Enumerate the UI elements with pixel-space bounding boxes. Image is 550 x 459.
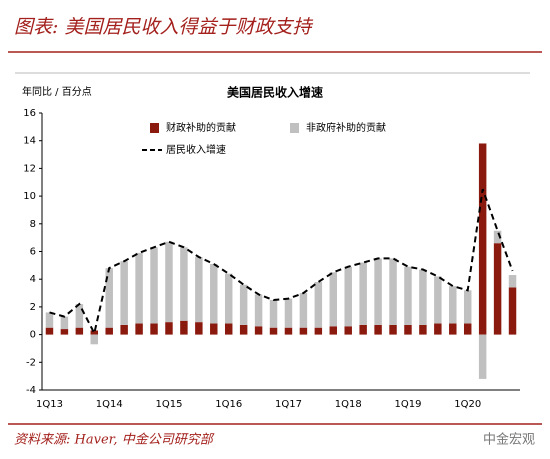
x-tick-label: 1Q19	[394, 399, 421, 410]
watermark: 中金宏观	[483, 432, 535, 448]
bar	[135, 323, 143, 335]
bar	[359, 262, 367, 325]
bar	[90, 334, 99, 345]
line	[49, 188, 514, 337]
bar	[284, 298, 293, 328]
bar	[239, 284, 248, 325]
x-tick-label: 1Q16	[215, 399, 242, 410]
bar	[45, 312, 54, 328]
bar	[449, 323, 457, 335]
legend-label: 居民收入增速	[166, 143, 226, 156]
chart-title: 美国居民收入增速	[227, 85, 323, 100]
x-tick-label: 1Q13	[36, 399, 63, 410]
bar	[165, 241, 173, 323]
bar	[329, 272, 338, 327]
x-tick-label: 1Q14	[96, 399, 123, 410]
x-tick-label: 1Q17	[275, 399, 302, 410]
x-tick-label: 1Q20	[454, 399, 481, 410]
bar	[75, 327, 84, 335]
bar	[105, 268, 113, 328]
bar	[195, 322, 203, 335]
bar	[150, 323, 158, 335]
bar	[434, 276, 442, 324]
bar	[389, 258, 397, 325]
legend-swatch	[150, 123, 159, 133]
bar	[359, 324, 367, 335]
bar	[463, 323, 472, 335]
legend-swatch	[290, 123, 299, 133]
bar	[419, 324, 427, 335]
bar	[389, 324, 397, 335]
y-axis-label: 年同比 / 百分点	[22, 85, 92, 98]
bar	[224, 323, 233, 335]
bar	[180, 320, 188, 335]
bar	[254, 294, 263, 327]
bar	[508, 275, 517, 288]
y-tick-label: 4	[30, 274, 36, 285]
bar	[374, 258, 382, 325]
bar	[210, 323, 218, 335]
page-title: 图表: 美国居民收入得益于财政支持	[14, 16, 313, 38]
legend-label: 非政府补助的贡献	[306, 121, 386, 134]
bar	[60, 316, 69, 330]
y-tick-label: 16	[23, 108, 36, 119]
bar	[449, 286, 457, 324]
bar	[90, 330, 99, 335]
legend-label: 财政补助的贡献	[166, 121, 236, 134]
bar	[224, 273, 233, 324]
bar	[299, 327, 308, 335]
bar	[120, 324, 128, 335]
bar	[434, 323, 442, 335]
bar	[284, 327, 293, 335]
bar	[269, 299, 278, 328]
bar	[344, 326, 352, 335]
bar	[269, 327, 278, 335]
bar	[419, 269, 427, 325]
bar	[239, 324, 248, 335]
y-tick-label: -4	[26, 385, 36, 396]
y-tick-label: 2	[30, 302, 36, 313]
bar	[404, 266, 412, 325]
bar	[210, 263, 218, 324]
bar	[314, 327, 323, 335]
bar	[150, 247, 158, 324]
bar	[135, 252, 143, 324]
bar	[314, 281, 323, 328]
bar	[165, 322, 173, 335]
bar	[75, 304, 84, 328]
bar	[508, 287, 517, 335]
bar	[478, 334, 487, 379]
x-tick-label: 1Q18	[335, 399, 362, 410]
bar	[195, 257, 203, 323]
bar	[463, 290, 472, 324]
y-tick-label: 0	[30, 330, 36, 341]
bar	[478, 143, 487, 335]
bar	[374, 324, 382, 335]
bar	[60, 329, 69, 335]
bar	[120, 261, 128, 325]
bar	[45, 327, 54, 335]
y-tick-label: 8	[30, 219, 36, 230]
bar	[180, 247, 188, 321]
bar	[404, 324, 412, 335]
source: 资料来源: Haver, 中金公司研究部	[14, 432, 215, 448]
bar	[344, 266, 352, 327]
y-tick-label: -2	[26, 357, 36, 368]
bar	[299, 293, 308, 328]
y-tick-label: 6	[30, 247, 36, 258]
bar	[329, 326, 338, 335]
bar	[254, 326, 263, 335]
bar	[105, 327, 113, 335]
bar	[493, 230, 502, 244]
x-tick-label: 1Q15	[155, 399, 182, 410]
y-tick-label: 14	[23, 136, 36, 147]
y-tick-label: 12	[23, 163, 36, 174]
y-tick-label: 10	[23, 191, 36, 202]
bar	[493, 243, 502, 335]
